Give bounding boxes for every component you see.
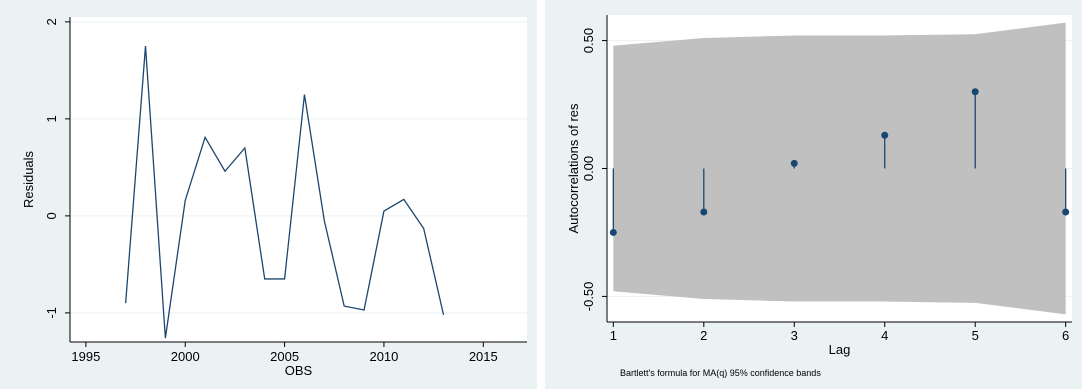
y-axis-label: Residuals xyxy=(21,150,36,208)
x-tick-label: 1 xyxy=(610,328,617,343)
confidence-band-note: Bartlett's formula for MA(q) 95% confide… xyxy=(620,368,821,378)
y-tick-label: 2 xyxy=(44,18,59,25)
x-tick-label: 1995 xyxy=(71,349,100,364)
autocorrelation-point xyxy=(881,131,889,139)
y-tick-label: -1 xyxy=(44,307,59,319)
x-tick-label: 3 xyxy=(791,328,798,343)
x-tick-label: 2010 xyxy=(369,349,398,364)
x-tick-label: 4 xyxy=(881,328,888,343)
residuals-chart: -1 0 1 2 1995 2000 2005 2010 2015 OBS Residuals xyxy=(21,17,527,378)
autocorrelation-point xyxy=(971,88,979,96)
autocorrelation-chart-panel: -0.50 0.00 0.50 1 2 3 4 5 6 Lag Autocorrelations o… xyxy=(545,0,1082,389)
x-tick-label: 2005 xyxy=(270,349,299,364)
residuals-line xyxy=(124,46,445,339)
x-tick-label: 2 xyxy=(700,328,707,343)
residuals-chart-panel: -1 0 1 2 1995 2000 2005 2010 2015 OBS Residuals xyxy=(0,0,537,389)
autocorrelation-point xyxy=(700,208,708,216)
confidence-band xyxy=(613,22,1066,315)
autocorrelation-point xyxy=(609,228,617,236)
autocorrelation-point xyxy=(790,159,798,167)
y-tick-label: 0 xyxy=(44,212,59,219)
y-axis-label: Autocorrelations of res xyxy=(566,103,581,234)
y-tick-label: 0.00 xyxy=(581,156,596,181)
x-tick-label: 5 xyxy=(972,328,979,343)
x-axis-label: Lag xyxy=(829,342,851,357)
y-tick-label: 1 xyxy=(44,115,59,122)
y-tick-label: -0.50 xyxy=(581,282,596,312)
x-tick-label: 6 xyxy=(1062,328,1069,343)
autocorrelation-point xyxy=(1062,208,1070,216)
y-tick-label: 0.50 xyxy=(581,28,596,53)
x-tick-label: 2015 xyxy=(469,349,498,364)
x-tick-label: 2000 xyxy=(171,349,200,364)
plot-area xyxy=(70,17,527,342)
x-axis-label: OBS xyxy=(285,363,313,378)
autocorrelation-chart: -0.50 0.00 0.50 1 2 3 4 5 6 Lag Autocorrelations o… xyxy=(566,15,1072,378)
